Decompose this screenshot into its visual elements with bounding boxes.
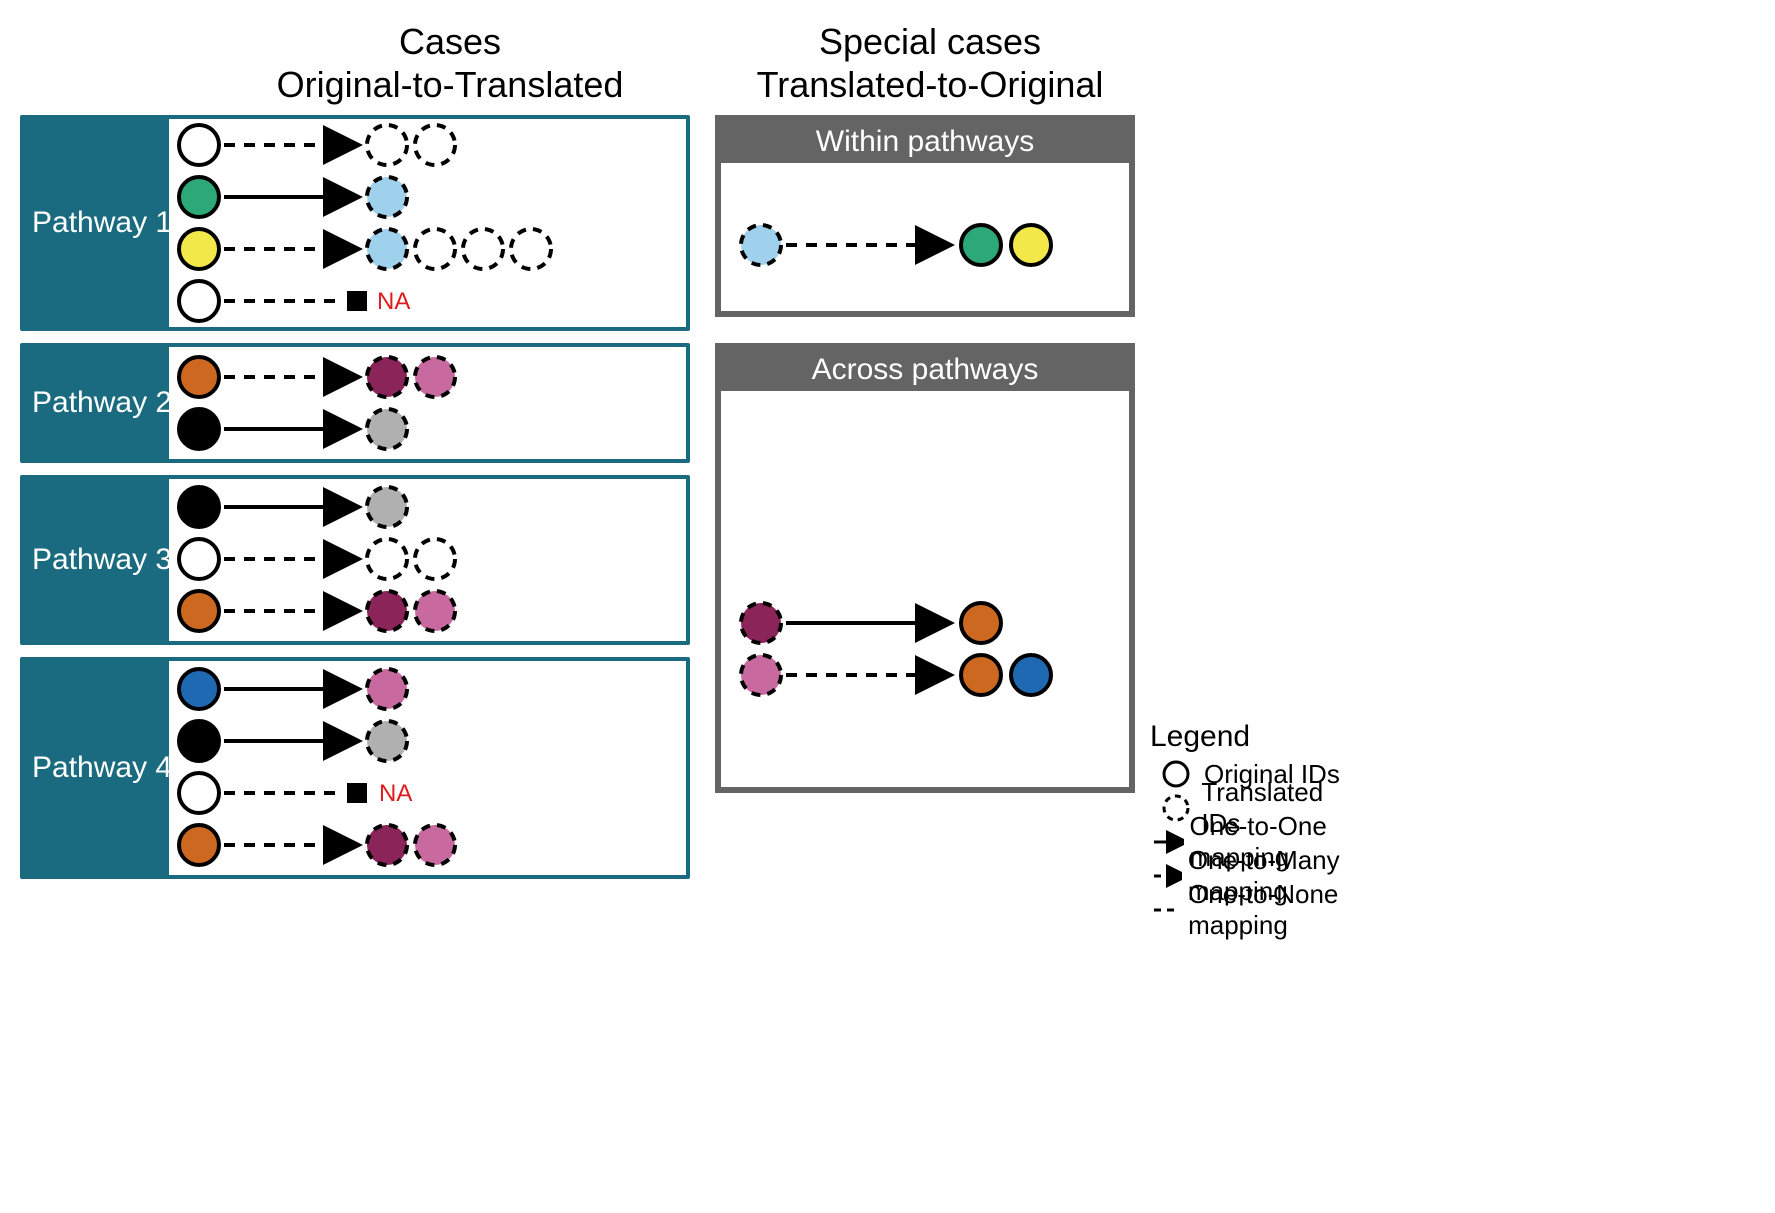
pathway-2-label: Pathway 2 — [32, 386, 172, 420]
pathway-2-svg — [169, 347, 686, 459]
heading-left: Cases Original-to-Translated — [240, 20, 660, 106]
pathway-1-svg: NA — [169, 119, 686, 327]
pathway-4-label: Pathway 4 — [32, 751, 172, 785]
na-text-1: NA — [377, 288, 410, 315]
within-pathways-svg — [721, 165, 1129, 315]
across-pathways-svg — [721, 393, 1129, 793]
pathway-mapping-diagram: Cases Original-to-Translated Special cas… — [20, 20, 1360, 960]
pathway-1-content: NA — [169, 119, 686, 327]
legend-row-one-to-none: One-to-None mapping — [1150, 894, 1360, 926]
na-text-2: NA — [379, 780, 412, 807]
within-pathways-header: Within pathways — [721, 121, 1129, 163]
legend-block: Legend Original IDs Translated IDs One-t… — [1150, 720, 1360, 928]
across-pathways-box: Across pathways — [715, 343, 1135, 793]
pathway-3-label: Pathway 3 — [32, 543, 172, 577]
legend-label-one-to-none: One-to-None mapping — [1188, 879, 1360, 941]
across-pathways-header: Across pathways — [721, 349, 1129, 391]
pathway-1-label: Pathway 1 — [32, 206, 172, 240]
within-pathways-box: Within pathways — [715, 115, 1135, 317]
legend-title: Legend — [1150, 720, 1360, 754]
pathway-4-content: NA — [169, 661, 686, 875]
pathway-1-box: Pathway 1 — [20, 115, 690, 331]
pathway-3-box: Pathway 3 — [20, 475, 690, 645]
pathway-4-svg: NA — [169, 661, 686, 875]
heading-left-line1: Cases — [240, 20, 660, 63]
pathway-2-box: Pathway 2 — [20, 343, 690, 463]
heading-left-line2: Original-to-Translated — [240, 63, 660, 106]
pathway-4-box: Pathway 4 NA — [20, 657, 690, 879]
heading-right: Special cases Translated-to-Original — [710, 20, 1150, 106]
heading-right-line2: Translated-to-Original — [710, 63, 1150, 106]
pathway-2-content — [169, 347, 686, 459]
pathway-3-svg — [169, 479, 686, 641]
heading-right-line1: Special cases — [710, 20, 1150, 63]
pathway-3-content — [169, 479, 686, 641]
